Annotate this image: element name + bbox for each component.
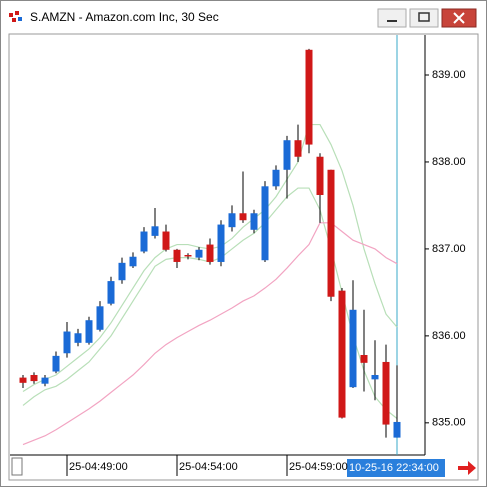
y-tick-label: 838.00 [432,156,466,168]
candle-body [217,224,225,262]
candle-body [382,361,390,425]
minimize-button[interactable] [377,8,407,28]
candle-body [349,309,357,388]
x-tick-label: 25-04:59:00 [289,461,348,473]
candle-body [162,231,170,250]
scroll-arrow[interactable] [458,461,476,475]
candle-body [272,169,280,187]
candle-body [228,213,236,228]
y-tick-label: 835.00 [432,417,466,429]
candle-body [85,320,93,343]
indicator-line [22,222,398,446]
candle-body [184,255,192,257]
candle-body [118,262,126,281]
candle-body [239,213,247,221]
candle-body [338,290,346,418]
candle-body [19,377,27,383]
candle-body [283,140,291,170]
candle-body [360,355,368,363]
candle-body [96,306,104,330]
cursor-label: 10-25-16 22:34:00 [349,462,439,474]
candle-body [393,421,401,438]
candle-body [173,249,181,262]
candle-body [327,169,335,297]
candle-body [195,249,203,258]
candle-body [107,281,115,304]
window-title: S.AMZN - Amazon.com Inc, 30 Sec [30,10,219,24]
candle-body [294,140,302,157]
candle-body [30,375,38,382]
candle-body [140,231,148,252]
candle-body [206,244,214,262]
candle-body [316,156,324,195]
restore-button[interactable] [409,8,439,28]
app-icon [9,11,22,22]
x-tick-label: 25-04:54:00 [179,461,238,473]
y-tick-label: 839.00 [432,69,466,81]
candle-body [250,213,258,230]
candle-body [371,375,379,380]
y-tick-label: 837.00 [432,243,466,255]
cursor-label-bg [347,459,445,477]
candle-body [305,49,313,145]
candle-body [63,331,71,354]
close-button[interactable] [441,8,477,28]
candle-body [261,186,269,261]
candle-body [151,226,159,236]
candle-body [41,377,49,384]
candle-body [129,256,137,267]
candle-body [52,355,60,372]
y-tick-label: 836.00 [432,330,466,342]
candle-body [74,333,82,343]
x-tick-label: 25-04:49:00 [69,461,128,473]
chart-panel [8,33,479,481]
scroll-thumb[interactable] [11,457,23,476]
